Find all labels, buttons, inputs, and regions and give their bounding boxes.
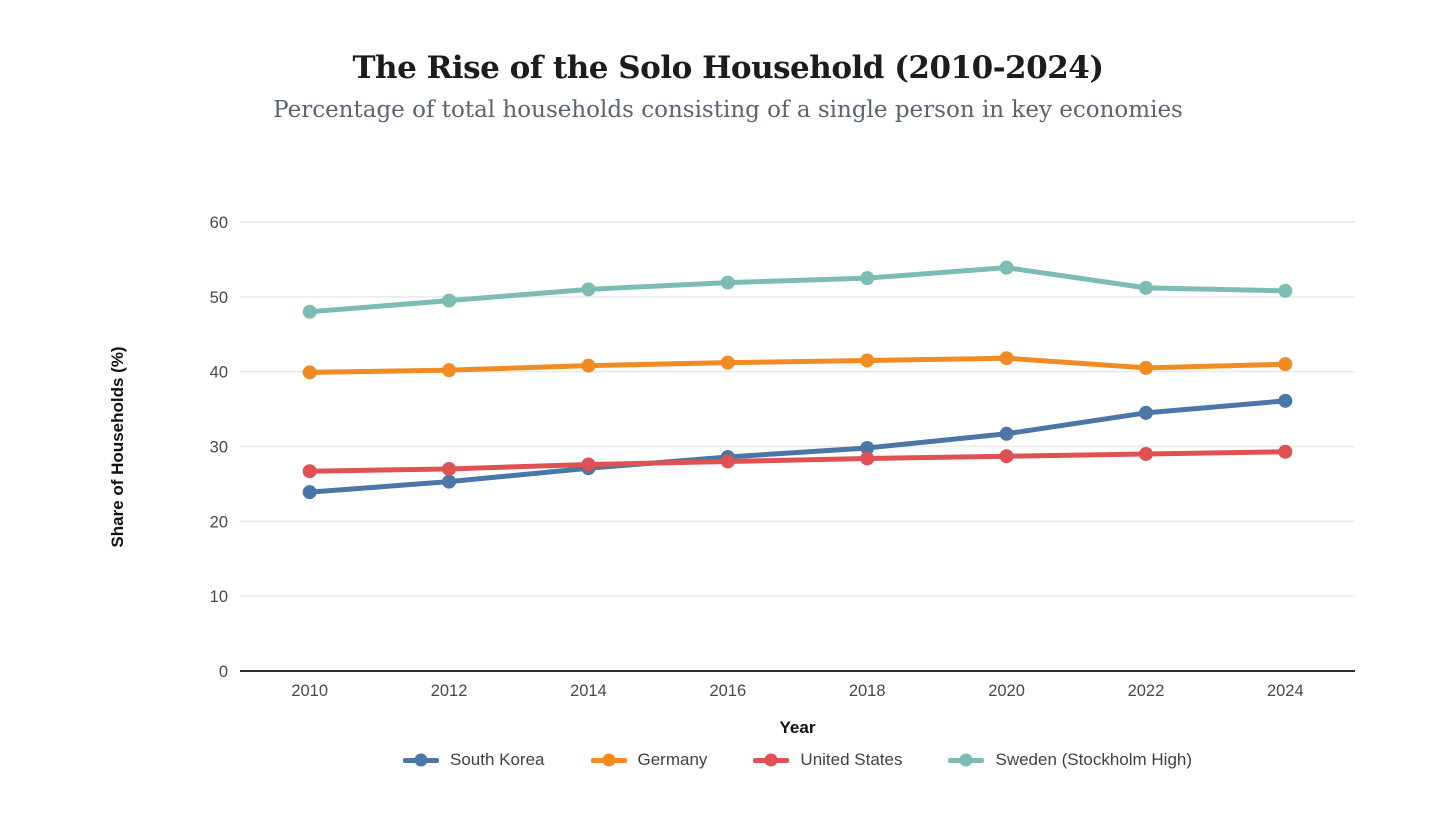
x-tick-label: 2022 xyxy=(1128,682,1165,700)
data-point-south-korea-2010 xyxy=(302,485,317,500)
data-point-united-states-2014 xyxy=(581,457,596,472)
legend-label: Sweden (Stockholm High) xyxy=(995,750,1193,769)
y-tick-label: 0 xyxy=(219,663,228,681)
data-point-sweden-stockholm-high-2016 xyxy=(720,275,735,290)
data-point-united-states-2010 xyxy=(302,464,317,479)
data-point-united-states-2012 xyxy=(442,461,457,476)
data-point-sweden-stockholm-high-2018 xyxy=(860,271,875,286)
x-tick-label: 2014 xyxy=(570,682,607,700)
data-point-south-korea-2012 xyxy=(442,474,457,489)
x-tick-label: 2018 xyxy=(849,682,886,700)
legend-marker-dot xyxy=(764,753,778,767)
data-point-south-korea-2018 xyxy=(860,440,875,455)
legend-marker-line xyxy=(590,753,627,767)
data-point-sweden-stockholm-high-2022 xyxy=(1138,280,1153,295)
y-tick-label: 50 xyxy=(210,289,228,307)
x-tick-label: 2010 xyxy=(291,682,328,700)
legend-marker-dot xyxy=(602,753,615,767)
data-point-sweden-stockholm-high-2014 xyxy=(581,282,596,297)
legend-label: Germany xyxy=(637,750,708,769)
data-point-germany-2018 xyxy=(860,353,875,368)
data-point-sweden-stockholm-high-2024 xyxy=(1278,283,1293,298)
data-point-germany-2022 xyxy=(1138,360,1153,375)
data-point-sweden-stockholm-high-2012 xyxy=(442,293,457,308)
data-point-germany-2012 xyxy=(442,363,457,378)
y-tick-label: 60 xyxy=(210,214,228,232)
y-axis-title: Share of Households (%) xyxy=(108,346,127,548)
legend-label: South Korea xyxy=(449,750,545,769)
legend-item-south-korea: South Korea xyxy=(402,750,545,770)
series-line-sweden-stockholm-high xyxy=(307,265,1288,315)
data-point-south-korea-2022 xyxy=(1138,405,1153,420)
x-tick-label: 2020 xyxy=(988,682,1025,700)
data-point-united-states-2018 xyxy=(860,451,875,466)
data-point-united-states-2024 xyxy=(1278,444,1293,459)
data-point-germany-2020 xyxy=(999,351,1014,366)
x-tick-label: 2016 xyxy=(709,682,746,700)
data-point-united-states-2016 xyxy=(720,454,735,469)
legend-item-united-states: United States xyxy=(753,750,902,770)
data-point-united-states-2020 xyxy=(999,449,1014,464)
series-line-south-korea xyxy=(307,398,1288,495)
x-tick-label: 2012 xyxy=(431,682,468,700)
legend-marker-line xyxy=(402,753,439,767)
data-point-south-korea-2020 xyxy=(999,426,1014,441)
y-tick-label: 40 xyxy=(210,364,228,382)
legend-marker-dot xyxy=(959,753,973,767)
x-tick-label: 2024 xyxy=(1267,682,1304,700)
chart-subtitle: Percentage of total households consistin… xyxy=(273,97,1183,123)
data-point-sweden-stockholm-high-2020 xyxy=(999,260,1014,275)
series-line-germany xyxy=(307,355,1288,375)
chart-legend: South Korea Germany United States Sweden (S… xyxy=(240,750,1355,770)
y-tick-label: 20 xyxy=(210,513,228,531)
data-point-germany-2010 xyxy=(302,365,317,380)
data-point-united-states-2022 xyxy=(1138,446,1153,461)
data-point-south-korea-2024 xyxy=(1278,393,1293,408)
legend-item-germany: Germany xyxy=(590,750,708,770)
x-axis-title: Year xyxy=(779,718,816,737)
series-line-united-states xyxy=(307,449,1288,474)
legend-marker-dot xyxy=(414,753,428,767)
y-tick-label: 10 xyxy=(210,588,228,606)
legend-marker-line xyxy=(948,753,985,767)
data-point-germany-2024 xyxy=(1278,357,1293,372)
data-point-sweden-stockholm-high-2010 xyxy=(302,304,317,319)
legend-label: United States xyxy=(800,750,903,769)
chart-title: The Rise of the Solo Household (2010-202… xyxy=(352,50,1104,86)
legend-item-sweden-stockholm-high: Sweden (Stockholm High) xyxy=(948,750,1192,770)
y-tick-label: 30 xyxy=(210,439,228,457)
legend-marker-line xyxy=(753,753,790,767)
data-point-germany-2016 xyxy=(720,355,735,370)
data-point-germany-2014 xyxy=(581,358,596,373)
